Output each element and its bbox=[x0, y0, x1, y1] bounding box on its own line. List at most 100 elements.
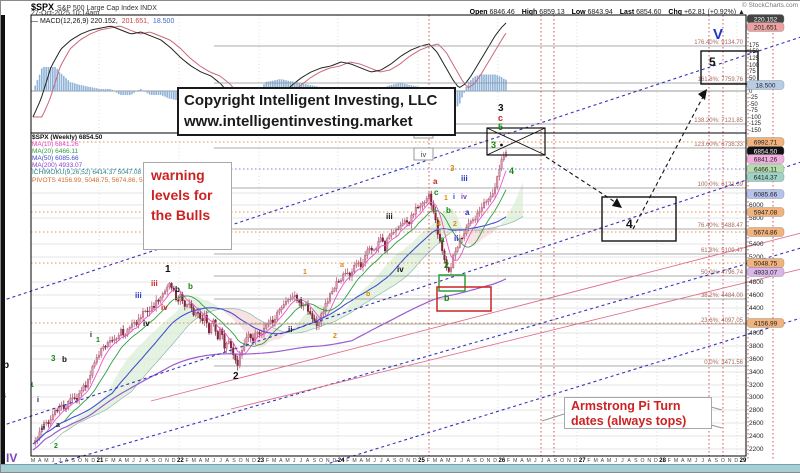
ichimoku-cloud bbox=[179, 305, 182, 336]
candle-body bbox=[122, 329, 125, 336]
candle-body bbox=[408, 221, 411, 225]
macd-hist-bar bbox=[498, 76, 501, 91]
ichimoku-cloud bbox=[109, 385, 112, 408]
candle-body bbox=[296, 295, 299, 301]
ichimoku-cloud bbox=[298, 319, 301, 333]
open-label: Open bbox=[469, 9, 488, 16]
candle-body bbox=[285, 301, 288, 305]
wave-label: a bbox=[56, 422, 60, 429]
ichimoku-cloud bbox=[212, 303, 215, 311]
macd-hist-bar bbox=[285, 80, 287, 91]
ichimoku-cloud bbox=[483, 229, 486, 239]
ichimoku-cloud bbox=[428, 226, 431, 253]
ichimoku-cloud bbox=[237, 308, 240, 325]
ichimoku-cloud bbox=[107, 388, 110, 409]
x-axis-token: M bbox=[526, 458, 530, 464]
macd-tick: -150 bbox=[749, 128, 762, 134]
x-axis-token: N bbox=[165, 458, 169, 464]
ma50-line bbox=[32, 216, 507, 445]
macd-hist-bar bbox=[276, 79, 278, 91]
wave-label: a bbox=[465, 208, 470, 217]
candle-body bbox=[298, 300, 301, 303]
ichimoku-cloud bbox=[395, 253, 398, 285]
candle-body bbox=[170, 283, 173, 289]
ichimoku-cloud bbox=[96, 402, 99, 415]
wave-label: 3 bbox=[51, 354, 56, 363]
macd-hist-bar bbox=[280, 79, 283, 91]
x-axis-token: D bbox=[413, 458, 417, 464]
ichimoku-cloud bbox=[333, 311, 336, 322]
ichimoku-cloud bbox=[397, 251, 400, 283]
macd-hist-bar bbox=[294, 81, 296, 91]
candle-body bbox=[377, 241, 380, 249]
x-axis-token: O bbox=[239, 458, 243, 464]
macd-hist-bar bbox=[49, 67, 52, 91]
macd-hist-bar bbox=[272, 80, 274, 91]
macd-hist-bar bbox=[153, 91, 155, 95]
candle-body bbox=[414, 206, 417, 215]
macd-signal-value: 201.651, bbox=[121, 18, 149, 25]
candle-body bbox=[60, 404, 63, 407]
ichimoku-cloud bbox=[208, 300, 211, 313]
candle-body bbox=[177, 299, 180, 302]
macd-hist-bar bbox=[456, 91, 459, 107]
candle-body bbox=[51, 414, 54, 420]
x-axis-token: J bbox=[58, 458, 61, 464]
wave-label: IV bbox=[6, 451, 17, 465]
macd-hist-bar bbox=[78, 84, 80, 91]
candle-body bbox=[333, 288, 336, 292]
ichimoku-cloud bbox=[503, 217, 506, 226]
candle-body bbox=[278, 309, 281, 313]
candle-body bbox=[366, 249, 369, 256]
ma20-line bbox=[32, 189, 507, 445]
wave-label: 4 bbox=[437, 221, 441, 228]
candle-body bbox=[474, 219, 477, 221]
callout-pointer bbox=[541, 413, 565, 422]
wave-label: iii bbox=[386, 212, 393, 221]
wave-label: i bbox=[300, 296, 302, 305]
ichimoku-cloud bbox=[344, 307, 347, 317]
x-axis-token: O bbox=[641, 458, 645, 464]
legend-row-3: MA(50) 6085.66 bbox=[32, 155, 79, 163]
x-axis-token: M bbox=[44, 458, 48, 464]
candle-body bbox=[111, 340, 114, 342]
x-axis-token: 29 bbox=[740, 458, 747, 464]
ichimoku-cloud bbox=[498, 223, 501, 227]
candle-body bbox=[71, 397, 74, 399]
wave-label: 1 bbox=[96, 337, 100, 344]
x-axis-token: F bbox=[266, 458, 269, 464]
candle-body bbox=[258, 332, 261, 335]
candle-body bbox=[359, 262, 362, 267]
x-axis-token: M bbox=[111, 458, 115, 464]
wave-label: 1 bbox=[444, 195, 448, 202]
x-axis-token: A bbox=[627, 458, 631, 464]
ichimoku-cloud bbox=[129, 354, 132, 394]
x-axis-token: A bbox=[65, 458, 69, 464]
ichimoku-cloud bbox=[127, 356, 130, 395]
candle-body bbox=[342, 273, 345, 281]
candle-body bbox=[163, 290, 166, 294]
macd-hist-bar bbox=[267, 81, 270, 91]
macd-hist-bar bbox=[465, 86, 468, 91]
chart-datetime: 27-Oct-2025 10:14am bbox=[31, 10, 100, 17]
macd-hist-bar bbox=[166, 91, 168, 98]
ichimoku-cloud bbox=[144, 338, 147, 376]
macd-hist-bar bbox=[148, 91, 151, 95]
candle-body bbox=[201, 318, 204, 322]
ichimoku-cloud bbox=[226, 308, 229, 316]
ma10-line bbox=[32, 170, 507, 445]
candle-body bbox=[67, 401, 70, 409]
candle-body bbox=[373, 249, 376, 251]
candle-body bbox=[454, 251, 457, 256]
macd-tick: 50 bbox=[749, 76, 756, 82]
macd-hist-bar bbox=[122, 91, 124, 95]
macd-hist-bar bbox=[43, 67, 45, 91]
x-axis-token: S bbox=[71, 458, 75, 464]
price-tick: 3600 bbox=[749, 356, 764, 363]
green-support-box bbox=[438, 274, 466, 292]
candle-body bbox=[194, 312, 197, 316]
ichimoku-cloud bbox=[426, 227, 429, 256]
x-axis-token: 24 bbox=[338, 458, 345, 464]
ichimoku-cloud bbox=[177, 307, 180, 339]
candle-body bbox=[247, 334, 250, 338]
